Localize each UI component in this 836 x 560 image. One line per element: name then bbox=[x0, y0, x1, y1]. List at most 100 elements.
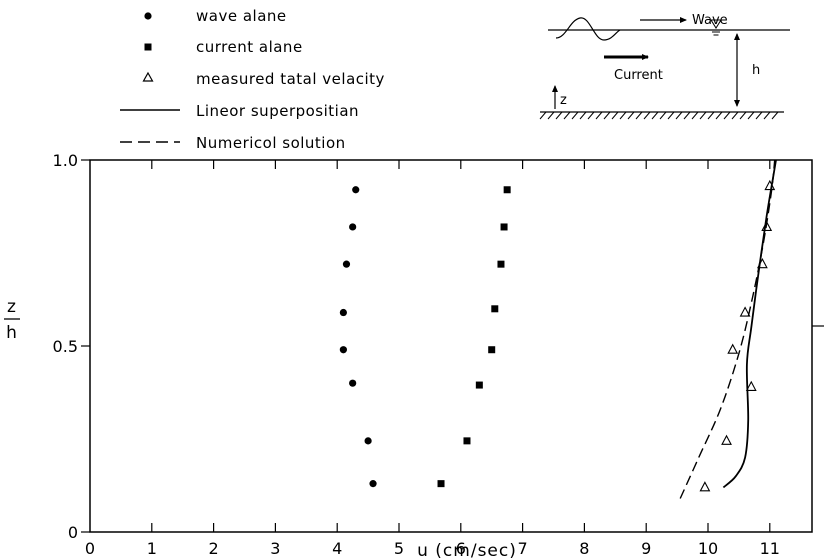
bed-hatch-mark bbox=[563, 111, 571, 120]
current-alone-point bbox=[497, 260, 505, 268]
bed-hatch-mark bbox=[771, 111, 779, 120]
legend-marker-triangle bbox=[142, 71, 154, 82]
measured-total-velocity-point bbox=[727, 343, 739, 354]
legend-label-measured: measured tatal velacity bbox=[196, 70, 385, 88]
current-alone-point bbox=[488, 346, 496, 354]
legend-item-wave: wave alane bbox=[144, 7, 286, 25]
bed-hatch-mark bbox=[587, 111, 595, 120]
x-tick-label: 2 bbox=[209, 539, 219, 558]
x-tick-label: 8 bbox=[579, 539, 589, 558]
bed-hatch-mark bbox=[667, 111, 675, 120]
wave-alone-point bbox=[352, 186, 360, 194]
bed-hatch-mark bbox=[635, 111, 643, 120]
bed-hatch-mark bbox=[731, 111, 739, 120]
x-ticks: 0 1 2 3 4 5 6 7 8 9 10 11 bbox=[85, 160, 780, 558]
bed-hatch-mark bbox=[763, 111, 771, 120]
series-dashed-line bbox=[679, 159, 776, 499]
bed-hatch-mark bbox=[739, 111, 747, 120]
legend: wave alane current alane measured tatal … bbox=[120, 7, 385, 152]
wave-alone-point bbox=[364, 437, 372, 445]
bed-hatch-mark bbox=[571, 111, 579, 120]
legend-marker-circle bbox=[144, 12, 152, 20]
bed-hatch-mark bbox=[747, 111, 755, 120]
x-tick-label: 4 bbox=[332, 539, 342, 558]
bed-hatch-mark bbox=[691, 111, 699, 120]
wave-alone-point bbox=[349, 379, 357, 387]
plot-frame bbox=[89, 159, 813, 533]
wave-alone-point bbox=[349, 223, 357, 231]
bed-hatch-mark bbox=[683, 111, 691, 120]
wave-sine bbox=[555, 17, 621, 41]
current-alone-point bbox=[475, 381, 483, 389]
series-solid-line bbox=[722, 159, 777, 489]
current-alone-point bbox=[437, 480, 445, 488]
x-tick-label: 11 bbox=[760, 539, 780, 558]
legend-label-numerical: Numericol solution bbox=[196, 134, 346, 152]
bed-hatch-mark bbox=[627, 111, 635, 120]
x-tick-label: 7 bbox=[518, 539, 528, 558]
bed-hatch-mark bbox=[699, 111, 707, 120]
x-tick-label: 1 bbox=[147, 539, 157, 558]
bed-hatch-mark bbox=[675, 111, 683, 120]
y-axis-label: z h bbox=[4, 297, 20, 343]
x-axis-label: u (cm/sec) bbox=[417, 541, 517, 560]
legend-label-current: current alane bbox=[196, 38, 303, 56]
numerical-solution-curve bbox=[679, 159, 776, 499]
bed-hatch-mark bbox=[643, 111, 651, 120]
x-tick-label: 3 bbox=[270, 539, 280, 558]
legend-item-measured: measured tatal velacity bbox=[142, 70, 385, 88]
y-tick-label: 1.0 bbox=[53, 151, 78, 170]
legend-item-current: current alane bbox=[144, 38, 303, 56]
legend-item-linear: Lineor superpositian bbox=[120, 102, 359, 120]
inset-wave-label: Wave bbox=[692, 13, 728, 28]
bed-hatch-mark bbox=[579, 111, 587, 120]
measured-total-velocity-point bbox=[721, 434, 732, 445]
inset-z-label: z bbox=[560, 93, 567, 108]
inset-schematic: Wave Current h z bbox=[539, 13, 790, 120]
measured-total-velocity-point bbox=[745, 380, 757, 391]
measured-total-velocity-point bbox=[699, 481, 711, 492]
measured-total-velocity-point bbox=[739, 306, 751, 317]
current-alone-point bbox=[463, 437, 471, 445]
legend-label-wave: wave alane bbox=[196, 7, 287, 25]
wave-alone-point bbox=[339, 346, 347, 354]
series-triangle-open bbox=[699, 179, 776, 492]
linear-superposition-curve bbox=[722, 159, 777, 489]
current-alone-point bbox=[491, 305, 499, 313]
y-ticks: 0 0.5 1.0 bbox=[53, 151, 90, 542]
y-axis-label-denominator: h bbox=[6, 323, 18, 343]
y-tick-label: 0 bbox=[68, 523, 78, 542]
bed-hatch-mark bbox=[603, 111, 611, 120]
wave-alone-point bbox=[369, 480, 377, 488]
legend-marker-square bbox=[144, 43, 152, 51]
water-level-triangle bbox=[710, 19, 722, 29]
bed-hatch-mark bbox=[611, 111, 619, 120]
x-tick-label: 10 bbox=[698, 539, 718, 558]
bed-hatch-mark bbox=[659, 111, 667, 120]
inset-current-label: Current bbox=[614, 68, 663, 83]
y-tick-label: 0.5 bbox=[53, 337, 78, 356]
bed-hatch-mark bbox=[715, 111, 723, 120]
bed-hatch-mark bbox=[555, 111, 563, 120]
legend-label-linear: Lineor superpositian bbox=[196, 102, 359, 120]
bed-hatch-mark bbox=[707, 111, 715, 120]
bed-hatch-mark bbox=[539, 111, 547, 120]
legend-item-numerical: Numericol solution bbox=[120, 134, 346, 152]
inset-depth-label: h bbox=[752, 63, 760, 78]
x-tick-label: 6 bbox=[456, 539, 466, 558]
bed-hatch-mark bbox=[651, 111, 659, 120]
x-tick-label: 0 bbox=[85, 539, 95, 558]
bed-hatch-mark bbox=[723, 111, 731, 120]
x-tick-label: 5 bbox=[394, 539, 404, 558]
series-square bbox=[437, 186, 511, 488]
bed-hatch-mark bbox=[595, 111, 603, 120]
bed-hatch-mark bbox=[755, 111, 763, 120]
current-alone-point bbox=[500, 223, 508, 231]
current-alone-point bbox=[503, 186, 511, 194]
bed-hatch-mark bbox=[619, 111, 627, 120]
bed-hatch-mark bbox=[547, 111, 555, 120]
wave-alone-point bbox=[339, 308, 347, 317]
wave-alone-point bbox=[342, 260, 351, 268]
bed-hatching bbox=[539, 111, 779, 120]
